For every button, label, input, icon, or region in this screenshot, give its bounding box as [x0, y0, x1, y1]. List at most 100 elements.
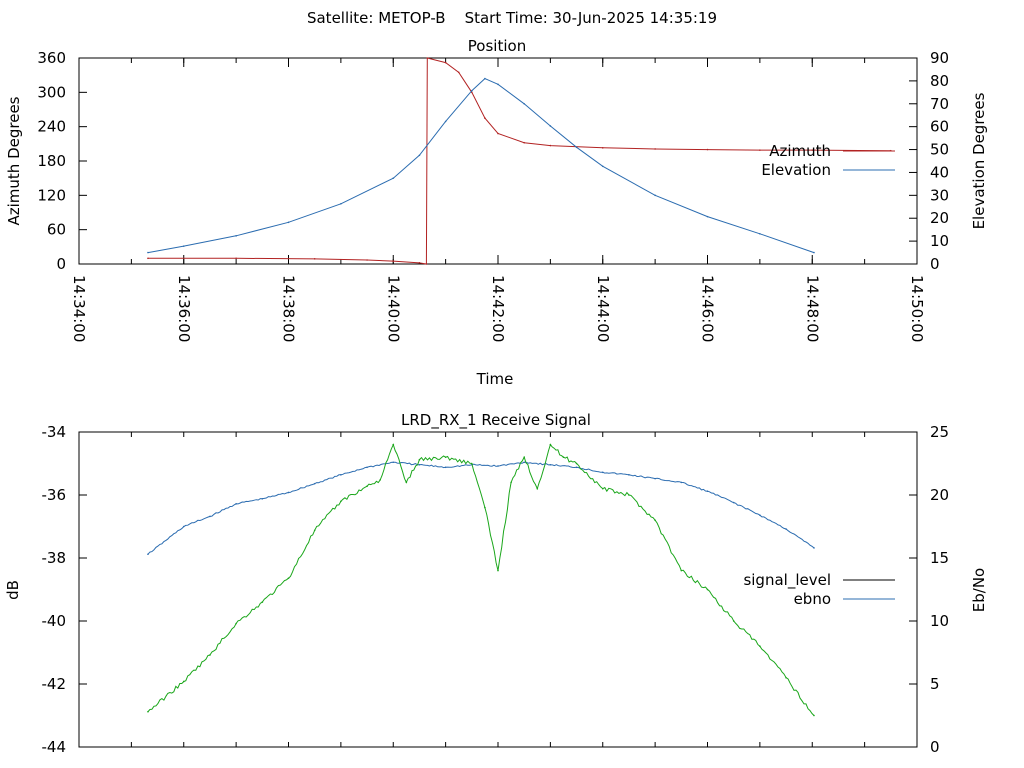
series-point-trace — [706, 588, 709, 591]
signal-y2label: Eb/No — [970, 568, 988, 612]
series-point-ebno — [147, 553, 149, 556]
series-point-trace — [654, 519, 656, 521]
series-point-azimuth — [418, 262, 421, 264]
y2-tick-label: 5 — [930, 675, 940, 693]
y2-tick-label: 40 — [930, 163, 949, 181]
series-point-azimuth — [759, 149, 761, 151]
y2-tick-label: 0 — [930, 738, 940, 756]
series-point-elevation — [235, 235, 237, 237]
series-point-ebno — [549, 463, 552, 466]
series-point-trace — [471, 462, 473, 465]
series-point-trace — [497, 569, 499, 572]
series-point-ebno — [628, 474, 630, 476]
series-point-ebno — [732, 501, 735, 504]
series-point-trace — [147, 710, 149, 713]
y-tick-label: -44 — [42, 738, 67, 756]
series-point-ebno — [785, 528, 787, 530]
y-tick-label: -38 — [42, 549, 67, 567]
series-point-ebno — [601, 471, 604, 474]
x-tick-label: 14:46:00 — [699, 275, 717, 342]
series-point-ebno — [654, 477, 656, 480]
x-tick-label: 14:34:00 — [70, 275, 88, 342]
series-point-trace — [628, 494, 630, 496]
series-point-elevation — [654, 194, 656, 197]
legend-label-ebno: ebno — [794, 590, 831, 608]
y2-tick-label: 10 — [930, 232, 949, 250]
y2-tick-label: 80 — [930, 72, 949, 90]
series-point-azimuth — [235, 257, 237, 260]
series-point-ebno — [235, 503, 237, 505]
series-point-ebno — [759, 514, 761, 516]
series-point-trace — [536, 487, 539, 490]
series-point-ebno — [261, 497, 264, 500]
series-point-azimuth — [706, 148, 709, 151]
series-point-trace — [601, 487, 604, 490]
series-point-elevation — [287, 221, 290, 224]
series-point-elevation — [759, 232, 761, 235]
series-point-azimuth — [549, 144, 552, 147]
series-point-azimuth — [457, 71, 460, 74]
series-point-azimuth — [392, 260, 395, 262]
x-tick-label: 14:48:00 — [803, 275, 821, 342]
y2-tick-label: 60 — [930, 118, 949, 136]
legend-label-azimuth: Azimuth — [769, 142, 831, 160]
y-tick-label: -40 — [42, 612, 67, 630]
y2-tick-label: 10 — [930, 612, 949, 630]
y-tick-label: 0 — [56, 255, 66, 273]
series-point-trace — [785, 676, 787, 679]
series-point-trace — [549, 443, 552, 446]
series-line-ebno — [147, 461, 815, 555]
series-point-azimuth — [444, 61, 447, 64]
series-point-trace — [340, 500, 342, 503]
y2-tick-label: 30 — [930, 186, 949, 204]
series-point-azimuth — [497, 132, 499, 135]
series-point-azimuth — [426, 57, 429, 59]
y-tick-label: -34 — [42, 423, 67, 441]
series-point-trace — [484, 506, 486, 509]
series-point-ebno — [340, 474, 342, 476]
signal-marks: -34 -36 -38 -40 -42 -44 0 5 10 15 20 25 signal_level… — [42, 423, 950, 756]
report-title: Satellite: METOP-B Start Time: 30-Jun-20… — [307, 9, 717, 27]
y-tick-label: 300 — [37, 83, 66, 101]
y2-tick-label: 90 — [930, 49, 949, 67]
series-point-elevation — [484, 77, 486, 80]
series-point-azimuth — [471, 91, 473, 94]
y2-tick-label: 25 — [930, 423, 949, 441]
series-point-trace — [813, 714, 815, 717]
signal-ylabel: dB — [4, 580, 22, 600]
series-point-trace — [405, 481, 408, 484]
series-point-trace — [366, 485, 368, 487]
series-point-ebno — [209, 515, 211, 518]
series-point-elevation — [471, 89, 473, 92]
legend-label-signal-level: signal_level — [743, 571, 831, 590]
series-point-elevation — [340, 203, 342, 205]
series-point-ebno — [706, 490, 709, 493]
series-point-ebno — [366, 466, 368, 469]
series-point-trace — [182, 680, 185, 683]
series-point-elevation — [575, 146, 578, 149]
series-line-trace — [147, 443, 815, 716]
y-tick-label: -36 — [42, 486, 67, 504]
series-point-azimuth — [366, 259, 368, 261]
series-point-elevation — [444, 120, 447, 123]
y2-tick-label: 15 — [930, 549, 949, 567]
series-point-ebno — [497, 465, 499, 467]
series-point-azimuth — [484, 117, 486, 119]
series-point-trace — [235, 622, 237, 625]
series-point-trace — [313, 529, 316, 532]
y-tick-label: 60 — [47, 221, 66, 239]
series-point-ebno — [418, 463, 421, 466]
series-point-ebno — [575, 466, 578, 469]
y2-tick-label: 0 — [930, 255, 940, 273]
y-tick-label: 360 — [37, 49, 66, 67]
series-point-trace — [444, 456, 447, 459]
series-point-elevation — [182, 245, 185, 247]
y2-tick-label: 50 — [930, 141, 949, 159]
series-point-elevation — [418, 154, 421, 157]
signal-chart-title: LRD_RX_1 Receive Signal — [401, 411, 591, 430]
series-point-ebno — [680, 481, 683, 484]
position-marks: 14:34:00 14:36:00 14:38:00 14:40:00 14:42:00… — [37, 49, 949, 342]
series-point-trace — [379, 479, 381, 481]
series-point-azimuth — [601, 147, 604, 149]
